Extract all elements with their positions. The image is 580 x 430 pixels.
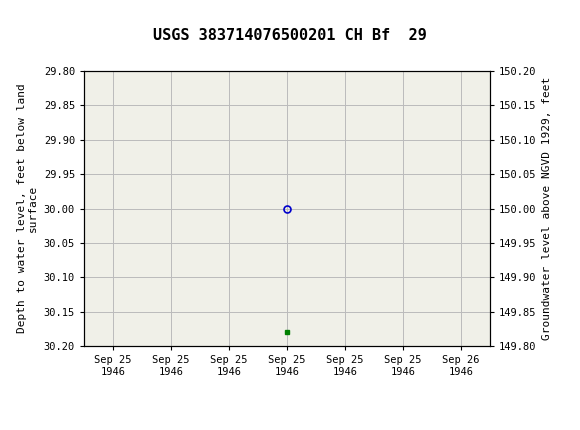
Text: ~: ~ <box>41 11 52 25</box>
Y-axis label: Groundwater level above NGVD 1929, feet: Groundwater level above NGVD 1929, feet <box>542 77 552 340</box>
Text: ~: ~ <box>17 11 29 25</box>
Text: ~: ~ <box>6 11 17 25</box>
Text: USGS 383714076500201 CH Bf  29: USGS 383714076500201 CH Bf 29 <box>153 28 427 43</box>
Text: ~: ~ <box>64 11 75 25</box>
Text: ~: ~ <box>29 11 41 25</box>
Text: ≈USGS: ≈USGS <box>87 9 142 27</box>
Y-axis label: Depth to water level, feet below land
surface: Depth to water level, feet below land su… <box>17 84 38 333</box>
Text: ~: ~ <box>52 11 64 25</box>
